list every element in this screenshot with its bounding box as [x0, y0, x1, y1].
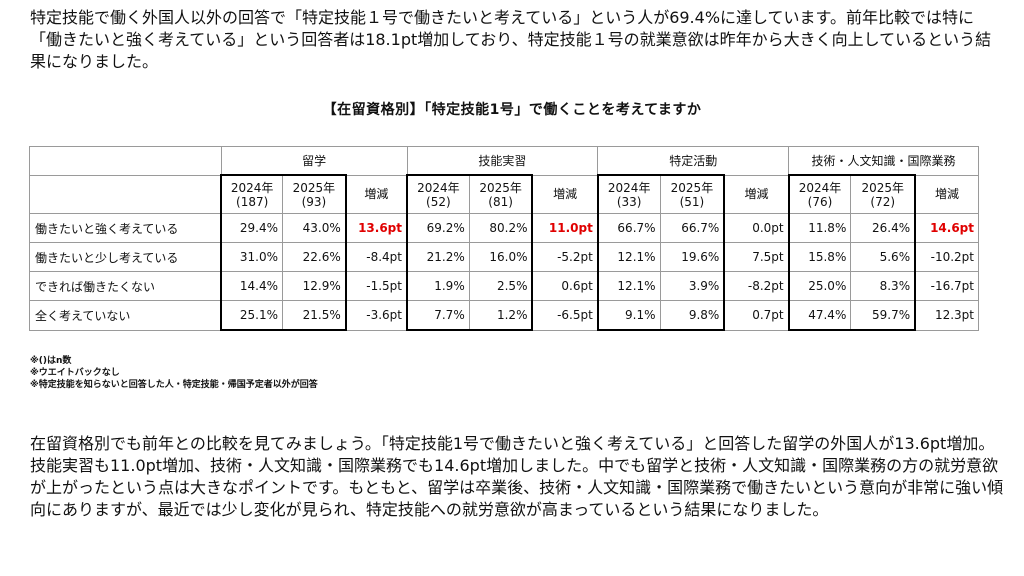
change-value: -16.7pt: [914, 271, 980, 301]
value-2025: 2.5%: [468, 271, 534, 301]
change-value: 13.6pt: [345, 213, 408, 243]
value-2024: 14.4%: [220, 271, 284, 301]
change-header: 増減: [345, 174, 408, 214]
value-2025: 12.9%: [282, 271, 347, 301]
value-2024: 69.2%: [405, 213, 470, 243]
value-2025: 9.8%: [659, 300, 726, 331]
table-notes: ※()はn数 ※ウエイトバックなし ※特定技能を知らないと回答した人・特定技能・…: [30, 355, 318, 391]
value-2024: 12.1%: [596, 242, 661, 272]
change-value: 0.7pt: [723, 300, 790, 331]
value-2024: 21.2%: [405, 242, 470, 272]
change-value: 11.0pt: [531, 213, 599, 243]
value-2024: 47.4%: [787, 300, 852, 331]
year-header: 2025年 (81): [468, 174, 534, 214]
year-header: 2025年 (51): [659, 174, 726, 214]
year-header: 2024年 (76): [787, 174, 852, 214]
year-header: 2024年 (187): [220, 174, 284, 214]
value-2025: 16.0%: [468, 242, 534, 272]
value-2025: 19.6%: [659, 242, 726, 272]
outro-paragraph: 在留資格別でも前年との比較を見てみましょう。「特定技能1号で働きたいと強く考えて…: [30, 434, 1004, 519]
change-value: 14.6pt: [914, 213, 980, 243]
corner-cell: [29, 174, 222, 214]
value-2025: 26.4%: [850, 213, 917, 243]
group-header: 技能実習: [406, 146, 599, 176]
row-label: 働きたいと少し考えている: [29, 242, 222, 272]
group-header: 留学: [220, 146, 408, 176]
value-2024: 31.0%: [220, 242, 284, 272]
table-title: 【在留資格別】「特定技能1号」で働くことを考えてますか: [322, 102, 702, 118]
change-value: 7.5pt: [723, 242, 790, 272]
change-value: 12.3pt: [914, 300, 980, 331]
change-value: -8.2pt: [723, 271, 790, 301]
row-label: 全く考えていない: [29, 300, 222, 331]
change-value: -10.2pt: [914, 242, 980, 272]
value-2025: 59.7%: [850, 300, 917, 331]
note-line: ※ウエイトバックなし: [30, 368, 120, 378]
value-2024: 25.1%: [220, 300, 284, 331]
value-2024: 15.8%: [787, 242, 852, 272]
row-label: できれば働きたくない: [29, 271, 222, 301]
value-2024: 66.7%: [596, 213, 661, 243]
value-2024: 9.1%: [596, 300, 661, 331]
change-header: 増減: [723, 174, 790, 214]
value-2025: 3.9%: [659, 271, 726, 301]
change-value: -8.4pt: [345, 242, 408, 272]
change-value: -1.5pt: [345, 271, 408, 301]
change-value: -5.2pt: [531, 242, 599, 272]
value-2025: 8.3%: [850, 271, 917, 301]
change-value: -6.5pt: [531, 300, 599, 331]
note-line: ※特定技能を知らないと回答した人・特定技能・帰国予定者以外が回答: [30, 380, 318, 390]
value-2024: 11.8%: [787, 213, 852, 243]
value-2025: 43.0%: [282, 213, 347, 243]
group-header: 特定活動: [597, 146, 790, 176]
change-value: 0.0pt: [723, 213, 790, 243]
value-2025: 5.6%: [850, 242, 917, 272]
change-value: 0.6pt: [531, 271, 599, 301]
table-row: 働きたいと強く考えている 29.4% 43.0% 13.6pt 69.2% 80…: [29, 213, 980, 243]
intro-paragraph: 特定技能で働く外国人以外の回答で「特定技能１号で働きたいと考えている」という人が…: [30, 8, 992, 71]
year-header-row: 2024年 (187) 2025年 (93) 増減 2024年 (52) 2025年(…: [29, 174, 980, 214]
group-header: 技術・人文知識・国際業務: [788, 146, 979, 176]
value-2024: 29.4%: [220, 213, 284, 243]
value-2025: 22.6%: [282, 242, 347, 272]
table-row: 働きたいと少し考えている 31.0% 22.6% -8.4pt 21.2% 16…: [29, 242, 980, 272]
year-header: 2025年 (72): [850, 174, 917, 214]
table-row: できれば働きたくない 14.4% 12.9% -1.5pt 1.9% 2.5% …: [29, 271, 980, 301]
value-2025: 80.2%: [468, 213, 534, 243]
year-header: 2025年 (93): [282, 174, 347, 214]
survey-table: 留学 技能実習 特定活動 技術・人文知識・国際業務 2024年 (187) 202…: [29, 146, 980, 331]
change-header: 増減: [914, 174, 980, 214]
year-header: 2024年 (52): [405, 174, 470, 214]
value-2024: 25.0%: [787, 271, 852, 301]
table-row: 全く考えていない 25.1% 21.5% -3.6pt 7.7% 1.2% -6…: [29, 300, 980, 331]
value-2025: 66.7%: [659, 213, 726, 243]
change-header: 増減: [531, 174, 599, 214]
row-label: 働きたいと強く考えている: [29, 213, 222, 243]
value-2025: 21.5%: [282, 300, 347, 331]
value-2024: 1.9%: [405, 271, 470, 301]
group-header-row: 留学 技能実習 特定活動 技術・人文知識・国際業務: [29, 146, 979, 176]
year-header: 2024年 (33): [596, 174, 661, 214]
value-2025: 1.2%: [468, 300, 534, 331]
change-value: -3.6pt: [345, 300, 408, 331]
note-line: ※()はn数: [30, 356, 72, 366]
value-2024: 7.7%: [405, 300, 470, 331]
corner-cell: [29, 146, 222, 176]
value-2024: 12.1%: [596, 271, 661, 301]
